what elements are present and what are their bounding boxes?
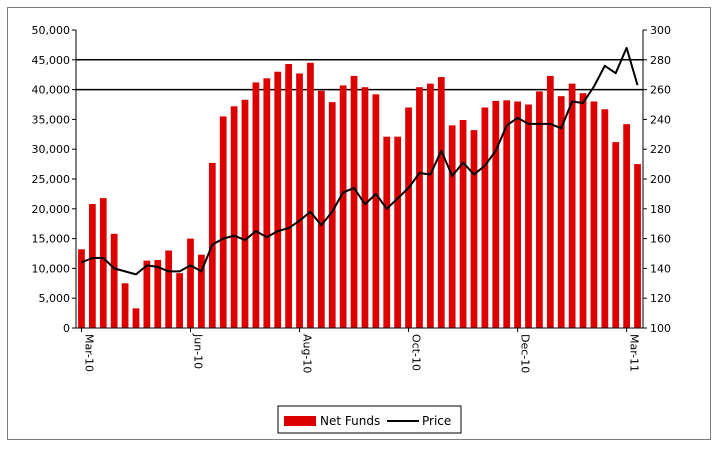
bar-net-funds [328, 102, 336, 328]
bar-net-funds [143, 260, 151, 328]
bar-net-funds [176, 273, 183, 328]
bar-net-funds [110, 233, 118, 328]
y-tick-label-left: 45,000 [32, 54, 71, 67]
bar-net-funds [568, 83, 576, 328]
bar-net-funds [230, 106, 238, 329]
bar-net-funds [579, 93, 587, 329]
bar-net-funds [317, 90, 325, 329]
y-tick-label-right: 160 [650, 233, 671, 246]
bar-net-funds [481, 107, 489, 328]
bar-net-funds [612, 142, 620, 328]
bars [78, 62, 641, 329]
bar-net-funds [198, 254, 205, 328]
bar-net-funds [557, 96, 565, 328]
y-tick-label-right: 180 [650, 203, 671, 216]
price-series-line [81, 46, 639, 276]
bar-net-funds [121, 283, 129, 328]
y-tick-label-left: 0 [63, 322, 70, 335]
y-tick-label-right: 120 [650, 292, 671, 305]
bar-net-funds [307, 62, 314, 328]
bar-net-funds [361, 87, 369, 328]
legend-label-price: Price [422, 414, 451, 428]
bar-net-funds [339, 85, 347, 328]
bar-net-funds [503, 100, 511, 328]
bar-net-funds [263, 78, 271, 328]
legend-label-net-funds: Net Funds [320, 414, 380, 428]
y-tick-label-left: 15,000 [32, 233, 71, 246]
bar-net-funds [416, 87, 423, 328]
bar-net-funds [525, 104, 532, 328]
y-tick-label-right: 240 [650, 113, 671, 126]
bar-net-funds [296, 73, 303, 329]
legend: Net Funds Price [277, 405, 462, 434]
bar-net-funds [437, 77, 445, 328]
x-tick-label: Dec-10 [519, 334, 532, 373]
y-tick-label-right: 300 [650, 24, 671, 37]
y-tick-label-right: 100 [650, 322, 671, 335]
x-tick-label: Mar-11 [628, 334, 641, 372]
bar-net-funds [132, 308, 140, 328]
x-tick-label: Mar-10 [82, 334, 95, 372]
bar-net-funds [514, 101, 521, 329]
y-tick-label-left: 40,000 [32, 84, 71, 97]
bar-net-funds [394, 136, 402, 328]
bar-net-funds [274, 71, 282, 328]
x-tick-label: Aug-10 [301, 334, 314, 373]
y-tick-label-left: 20,000 [32, 203, 71, 216]
axes: 0 5,000 10,000 15,000 20,000 25,000 30,000 35,0… [32, 24, 672, 373]
y-tick-label-left: 10,000 [32, 262, 71, 275]
bar-net-funds [165, 250, 173, 328]
y-tick-label-right: 140 [650, 262, 671, 275]
price-line-group [81, 46, 639, 276]
bar-net-funds [470, 130, 478, 328]
bar-net-funds [252, 82, 260, 328]
y-tick-label-right: 220 [650, 143, 671, 156]
bar-net-funds [78, 249, 85, 328]
y-tick-label-right: 280 [650, 54, 671, 67]
bar-net-funds [601, 109, 609, 328]
bar-net-funds [448, 125, 456, 328]
x-tick-label: Oct-10 [410, 334, 423, 371]
bar-net-funds [634, 164, 641, 328]
y-tick-label-left: 50,000 [32, 24, 71, 37]
legend-swatch-net-funds [284, 416, 316, 426]
bar-net-funds [459, 119, 467, 328]
bar-net-funds [88, 204, 96, 328]
y-tick-label-left: 25,000 [32, 173, 71, 186]
y-tick-label-left: 5,000 [39, 292, 71, 305]
bar-net-funds [285, 63, 293, 329]
bar-net-funds [241, 99, 249, 329]
y-tick-label-left: 30,000 [32, 143, 71, 156]
y-tick-label-right: 200 [650, 173, 671, 186]
bar-net-funds [590, 101, 598, 329]
bar-net-funds [219, 116, 227, 328]
bar-net-funds [492, 100, 500, 328]
bar-net-funds [536, 91, 543, 328]
bar-net-funds [426, 83, 434, 328]
bar-net-funds [187, 238, 194, 328]
bar-net-funds [623, 124, 631, 328]
gridlines [76, 59, 643, 91]
y-tick-label-left: 35,000 [32, 113, 71, 126]
bar-net-funds [546, 75, 554, 328]
y-tick-label-right: 260 [650, 84, 671, 97]
bar-net-funds [372, 94, 380, 328]
x-tick-label: Jun-10 [191, 333, 204, 369]
bar-net-funds [383, 136, 391, 328]
bar-net-funds [154, 260, 162, 328]
bar-net-funds [350, 75, 358, 328]
bar-net-funds [99, 198, 107, 328]
bar-net-funds [405, 107, 412, 328]
